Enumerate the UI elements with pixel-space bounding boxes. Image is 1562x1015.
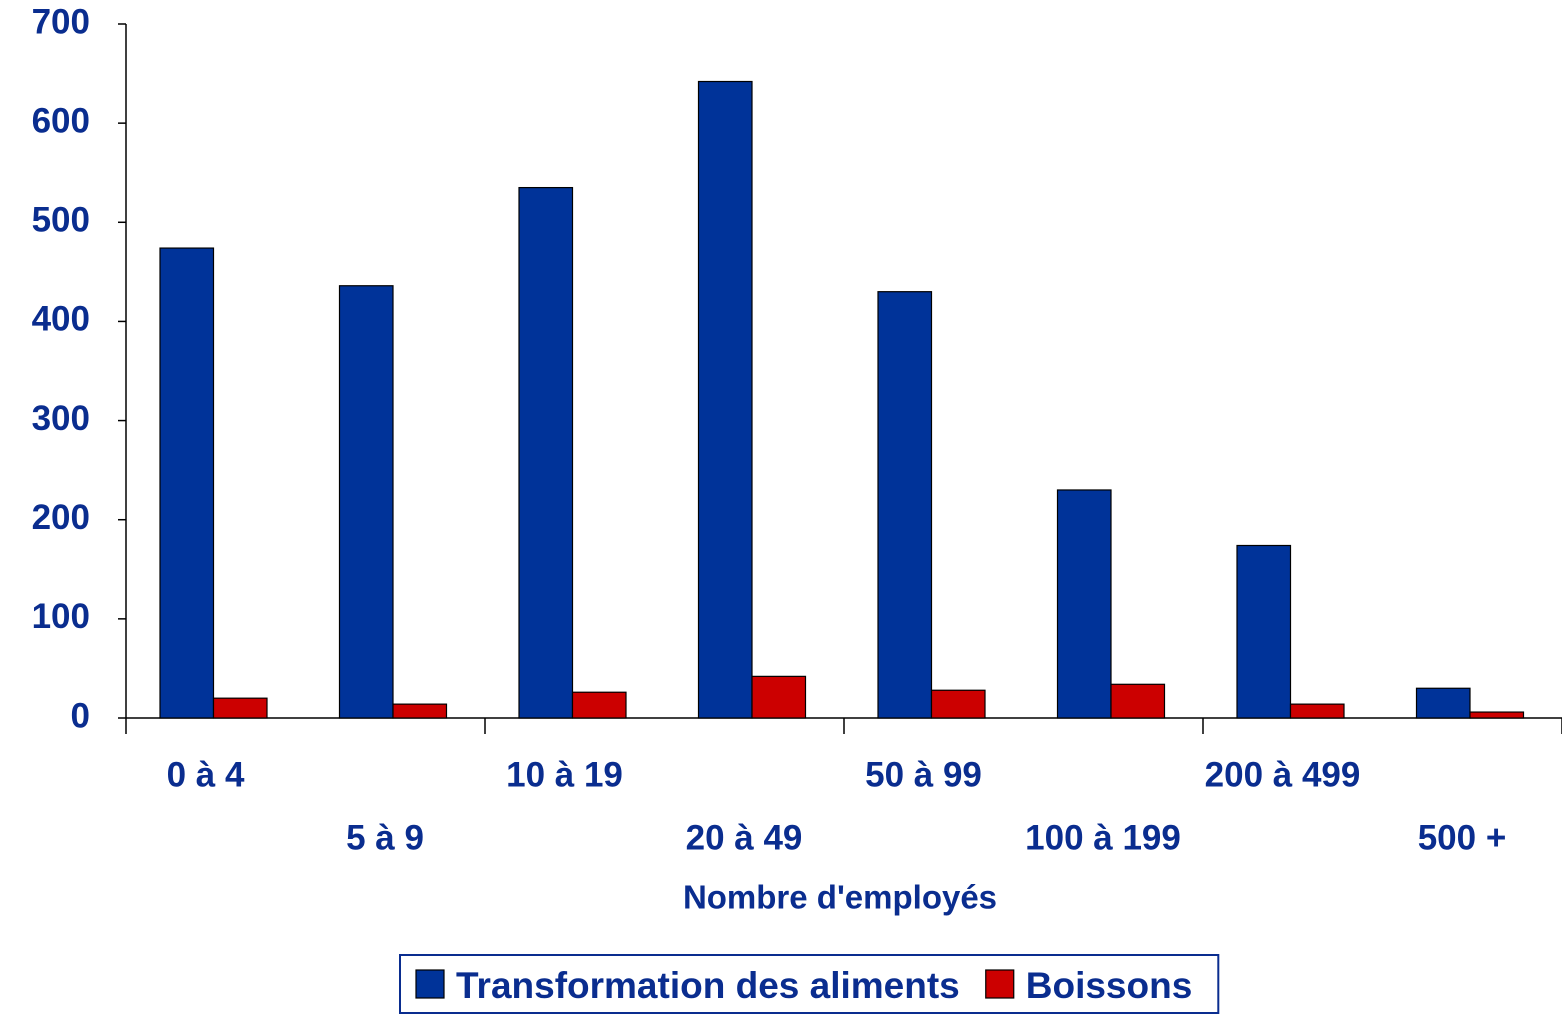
x-tick-label: 500 + [1418,818,1507,857]
bar [1415,687,1471,719]
x-tick-label: 5 à 9 [346,818,424,857]
bar [930,689,986,719]
y-tick-label: 100 [32,597,90,636]
legend-label: Transformation des aliments [456,965,960,1006]
bar [1110,683,1166,719]
bar [392,703,448,719]
bar [1056,489,1112,719]
y-tick-label: 500 [32,201,90,240]
bar [697,80,753,719]
y-tick-label: 200 [32,498,90,537]
x-tick-label: 50 à 99 [865,755,982,794]
bar [1469,711,1525,719]
x-tick-label: 20 à 49 [686,818,803,857]
bar [518,186,574,719]
y-tick-label: 600 [32,101,90,140]
bar [751,675,807,719]
x-tick-label: 200 à 499 [1205,755,1361,794]
bar [877,291,933,719]
legend-swatch [415,969,445,999]
bar [338,285,394,719]
bar [1236,544,1292,719]
x-tick-label: 10 à 19 [506,755,623,794]
legend-swatch [985,969,1015,999]
legend-label: Boissons [1026,965,1193,1006]
bar [159,247,215,719]
legend-box [399,954,1220,1014]
bar [212,697,268,719]
bar [571,691,627,719]
x-tick-label: 0 à 4 [167,755,245,794]
x-axis-title: Nombre d'employés [683,879,997,916]
y-tick-label: 700 [32,2,90,41]
bar [1289,703,1345,719]
y-tick-label: 300 [32,399,90,438]
y-tick-label: 0 [71,696,90,735]
x-tick-label: 100 à 199 [1025,818,1181,857]
y-tick-label: 400 [32,300,90,339]
